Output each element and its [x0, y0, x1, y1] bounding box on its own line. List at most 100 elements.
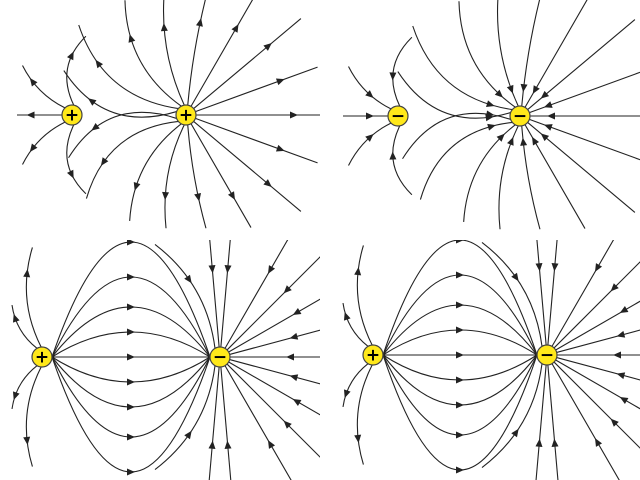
- charge-label: +: [179, 106, 193, 126]
- arrowhead: [224, 265, 232, 274]
- arrowhead: [127, 468, 135, 476]
- arrowhead: [389, 151, 397, 160]
- field-line: [556, 357, 640, 381]
- arrowhead: [127, 303, 135, 311]
- arrowhead: [487, 123, 496, 131]
- arrowhead: [263, 179, 272, 187]
- arrowhead: [127, 353, 135, 361]
- arrowhead: [613, 351, 621, 359]
- arrowhead: [456, 326, 464, 334]
- field-line: [209, 240, 220, 348]
- arrowhead: [456, 351, 464, 359]
- field-line: [535, 364, 547, 480]
- charge: [31, 346, 53, 368]
- field-line: [529, 118, 640, 161]
- arrowhead: [343, 311, 351, 321]
- field-line: [348, 66, 392, 110]
- arrowhead: [511, 428, 519, 438]
- field-line: [66, 35, 87, 106]
- field-line: [11, 365, 38, 410]
- charge-label: −: [540, 346, 554, 366]
- field-line: [521, 0, 541, 107]
- arrowhead: [283, 420, 292, 429]
- field-line: [193, 121, 302, 212]
- arrowhead: [485, 110, 495, 118]
- arrowhead: [100, 157, 109, 166]
- charge: [509, 105, 531, 127]
- arrowhead: [456, 466, 464, 474]
- field-line: [22, 65, 66, 109]
- field-line: [551, 240, 615, 347]
- arrowhead: [540, 90, 550, 99]
- arrowhead: [343, 389, 351, 399]
- arrowhead: [507, 136, 514, 146]
- charge-label: +: [35, 348, 49, 368]
- field-line: [226, 363, 320, 458]
- field-line: [195, 117, 318, 164]
- arrowhead: [67, 169, 74, 179]
- arrowhead: [128, 34, 136, 43]
- arrowhead: [283, 285, 292, 294]
- arrowhead: [289, 374, 299, 382]
- field-line: [527, 19, 636, 110]
- arrowhead: [289, 332, 299, 340]
- field-line: [402, 112, 511, 160]
- field-line: [22, 121, 66, 165]
- field-line: [154, 243, 216, 349]
- arrowhead: [610, 283, 619, 292]
- field-line: [224, 365, 292, 480]
- field-line: [382, 354, 538, 381]
- arrowhead: [231, 24, 239, 33]
- arrowhead: [456, 240, 464, 244]
- arrowhead: [540, 133, 550, 142]
- arrowhead: [365, 90, 374, 98]
- field-line: [208, 366, 220, 480]
- charge-label: +: [65, 106, 79, 126]
- field-line: [51, 276, 211, 358]
- arrowhead: [184, 274, 192, 284]
- field-line: [228, 298, 320, 353]
- arrowhead: [551, 263, 559, 272]
- arrowhead: [127, 273, 135, 281]
- field-line: [224, 240, 289, 349]
- arrowhead: [511, 272, 519, 282]
- field-line: [521, 125, 541, 230]
- arrowhead: [520, 83, 528, 93]
- panel: [343, 0, 640, 230]
- arrowhead: [506, 84, 514, 94]
- arrowhead: [29, 78, 38, 87]
- field-line: [553, 361, 640, 449]
- field-line: [481, 241, 543, 347]
- arrowhead: [551, 438, 559, 447]
- arrowhead: [286, 353, 294, 361]
- field-line: [51, 356, 211, 383]
- field-line: [78, 24, 179, 110]
- field-line: [397, 71, 511, 119]
- arrowhead: [87, 98, 97, 106]
- arrowhead: [95, 59, 104, 69]
- field-line: [524, 0, 588, 108]
- field-line: [412, 25, 513, 111]
- arrowhead: [456, 431, 464, 439]
- arrowhead: [268, 265, 276, 274]
- field-line: [356, 364, 373, 465]
- arrowhead: [160, 22, 168, 32]
- panel: [11, 240, 320, 480]
- arrowhead: [67, 51, 74, 61]
- field-line: [66, 124, 87, 195]
- field-line: [68, 111, 177, 159]
- arrowhead: [496, 133, 505, 142]
- field-line: [556, 329, 640, 353]
- arrowhead: [595, 263, 603, 272]
- arrowhead: [535, 438, 543, 447]
- arrowhead: [208, 265, 216, 274]
- field-line: [527, 122, 636, 213]
- field-line: [154, 365, 216, 471]
- arrowhead: [263, 43, 272, 51]
- arrowhead: [127, 403, 135, 411]
- field-line: [162, 0, 185, 106]
- arrowhead: [23, 436, 31, 445]
- field-line: [547, 364, 559, 480]
- arrowhead: [366, 112, 374, 120]
